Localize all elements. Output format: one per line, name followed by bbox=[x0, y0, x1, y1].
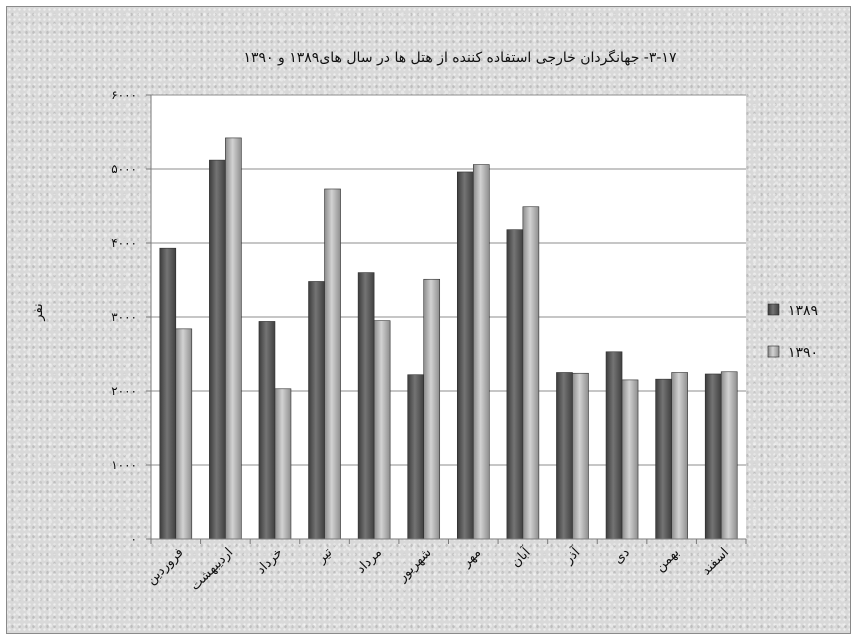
bar-series1 bbox=[357, 272, 375, 540]
x-tick-label: خرداد bbox=[254, 545, 286, 577]
bar-series1 bbox=[506, 229, 524, 540]
bar-series2 bbox=[274, 388, 292, 540]
bar-series1 bbox=[605, 351, 623, 540]
bar-series2 bbox=[720, 371, 738, 540]
bar-series2 bbox=[572, 372, 589, 540]
x-tick-label: دی bbox=[611, 545, 633, 567]
bar-series2 bbox=[175, 328, 193, 540]
y-tick-label: ۶۰۰۰ bbox=[111, 88, 137, 102]
bars bbox=[159, 137, 738, 540]
bar-series2 bbox=[225, 137, 242, 540]
legend-swatch bbox=[767, 303, 780, 316]
legend-label: ۱۳۹۰ bbox=[788, 345, 818, 361]
y-tick-label: ۵۰۰۰ bbox=[111, 162, 137, 176]
y-tick-label: ۴۰۰۰ bbox=[111, 236, 137, 250]
x-tick-label: بهمن bbox=[653, 545, 683, 575]
x-tick-label: اسفند bbox=[699, 545, 732, 578]
bar-series2 bbox=[423, 278, 441, 540]
x-tick-label: اردیبهشت bbox=[188, 545, 236, 593]
legend: ۱۳۸۹ ۱۳۹۰ bbox=[767, 303, 818, 361]
bar-series2 bbox=[373, 320, 391, 540]
x-tick-label: شهریور bbox=[394, 545, 434, 585]
bar-series1 bbox=[456, 171, 474, 540]
bar-series1 bbox=[407, 374, 425, 540]
x-tick-label: فروردین bbox=[144, 545, 187, 588]
bar-series2 bbox=[472, 164, 490, 540]
chart-title: ۳-۱۷- جهانگردان خارجی استفاده کننده از ه… bbox=[244, 49, 677, 66]
x-tick-label: آبان bbox=[507, 543, 535, 571]
y-tick-label: ۰ bbox=[131, 532, 137, 546]
x-tick-label: مهر bbox=[459, 545, 485, 571]
bar-series1 bbox=[655, 378, 672, 540]
y-tick-label: ۱۰۰۰ bbox=[111, 458, 137, 472]
x-tick-labels: فروردین اردیبهشت خرداد تیر مرداد شهریور مهر آبا… bbox=[144, 543, 732, 594]
legend-label: ۱۳۸۹ bbox=[788, 303, 818, 319]
gridlines bbox=[146, 94, 747, 544]
y-tick-label: ۳۰۰۰ bbox=[111, 310, 137, 324]
y-tick-labels: ۰ ۱۰۰۰ ۲۰۰۰ ۳۰۰۰ ۴۰۰۰ ۵۰۰۰ ۶۰۰۰ bbox=[111, 88, 137, 546]
bar-series1 bbox=[258, 321, 276, 540]
y-tick-label: ۲۰۰۰ bbox=[111, 384, 137, 398]
bar-series1 bbox=[308, 281, 325, 540]
x-tick-label: تیر bbox=[314, 545, 336, 567]
legend-swatch bbox=[767, 345, 780, 358]
x-tick-label: آذر bbox=[559, 543, 584, 568]
bar-series1 bbox=[209, 159, 226, 540]
axes bbox=[150, 95, 746, 540]
y-axis-label: نفر bbox=[31, 303, 46, 321]
bar-series2 bbox=[522, 206, 540, 540]
bar-series1 bbox=[556, 372, 573, 540]
bar-series2 bbox=[621, 379, 639, 540]
bar-series2 bbox=[671, 372, 688, 540]
bar-series1 bbox=[159, 247, 177, 540]
bar-series1 bbox=[704, 373, 722, 540]
x-tick-label: مرداد bbox=[354, 545, 385, 576]
bar-series2 bbox=[324, 188, 341, 540]
